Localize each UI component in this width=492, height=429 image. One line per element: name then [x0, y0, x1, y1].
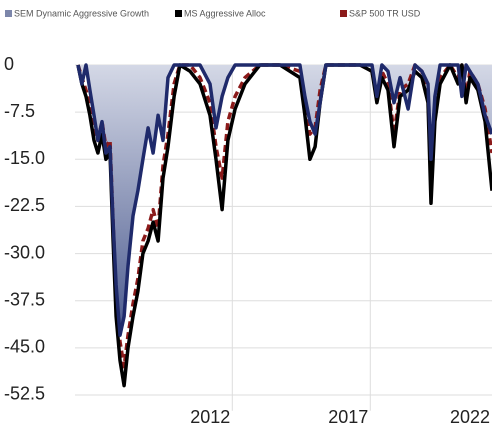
y-tick-label: -45.0 — [4, 337, 45, 357]
legend-label: S&P 500 TR USD — [349, 8, 421, 18]
legend-label: MS Aggressive Alloc — [184, 8, 266, 18]
y-tick-label: -37.5 — [4, 289, 45, 309]
legend-swatch — [340, 10, 347, 17]
x-tick-label: 2012 — [190, 407, 230, 427]
y-tick-label: -7.5 — [4, 101, 35, 121]
y-tick-label: -30.0 — [4, 242, 45, 262]
x-tick-label: 2017 — [328, 407, 368, 427]
legend: SEM Dynamic Aggressive Growth MS Aggressi… — [5, 8, 421, 18]
y-tick-label: -52.5 — [4, 384, 45, 404]
line — [76, 63, 492, 388]
legend-swatch — [175, 10, 182, 17]
y-tick-label: 0 — [4, 54, 14, 74]
y-tick-label: -22.5 — [4, 195, 45, 215]
legend-swatch — [5, 10, 12, 17]
line — [76, 63, 492, 338]
y-tick-label: -15.0 — [4, 148, 45, 168]
x-tick-label: 2022 — [450, 407, 490, 427]
legend-label: SEM Dynamic Aggressive Growth — [14, 8, 149, 18]
